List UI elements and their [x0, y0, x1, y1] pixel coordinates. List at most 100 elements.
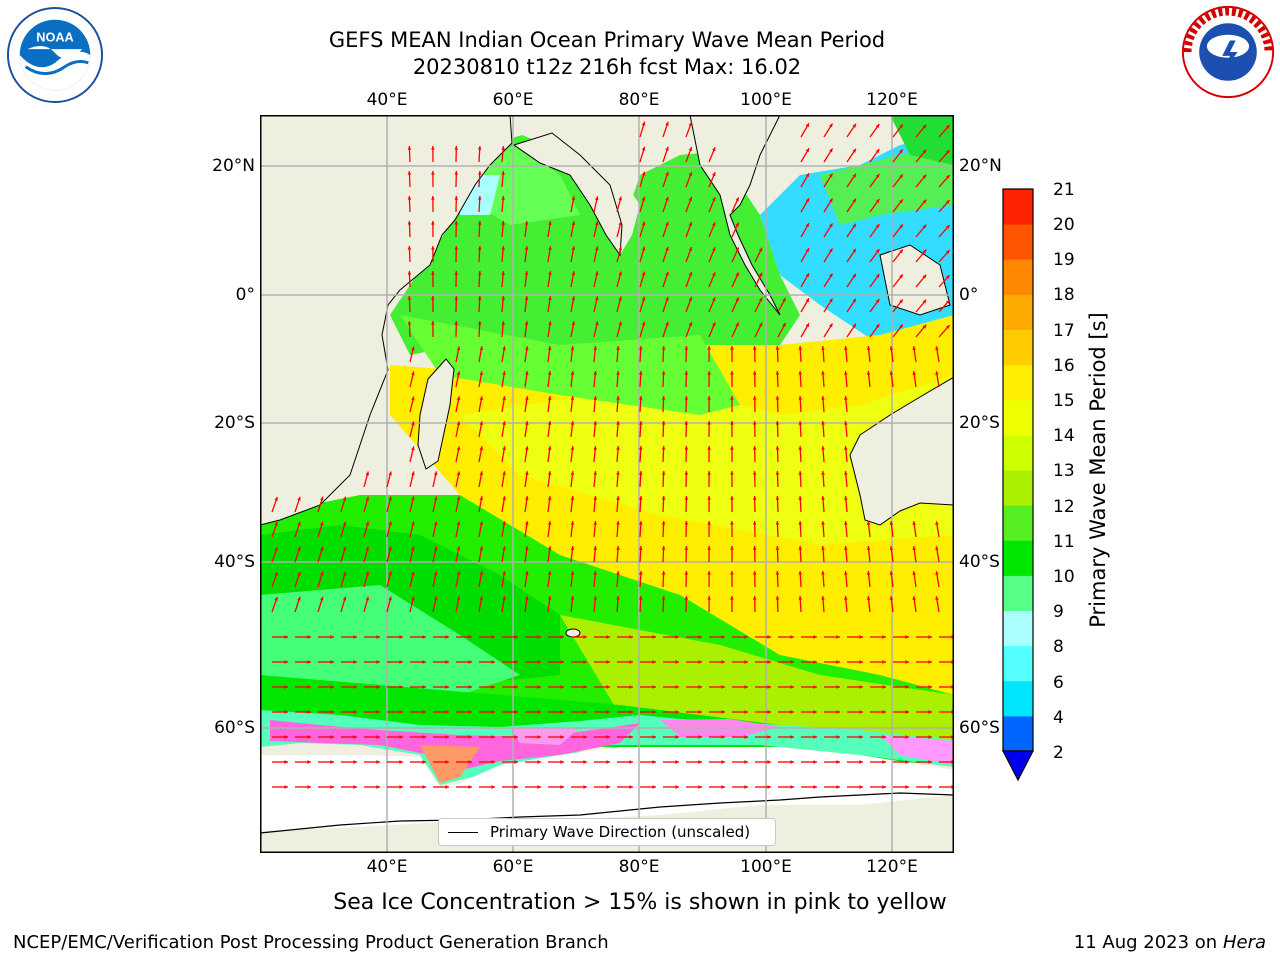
wave-arrow-head: [376, 760, 380, 764]
wave-arrow-head: [593, 421, 598, 425]
wave-arrow-head: [744, 735, 748, 739]
wave-arrow-head: [491, 785, 495, 789]
wave-arrow-head: [320, 546, 324, 551]
noaa-logo: NOAA: [6, 6, 104, 104]
wave-arrow-head: [829, 148, 833, 153]
wave-arrow-head: [735, 197, 739, 202]
wave-arrow-head: [274, 571, 278, 576]
wave-arrow-head: [859, 710, 863, 714]
wave-arrow-head: [606, 685, 610, 689]
wave-arrow-head: [399, 785, 403, 789]
colorbar-frame: [1002, 188, 1034, 752]
wave-arrow-head: [618, 296, 622, 301]
wave-arrow-head: [629, 760, 633, 764]
wave-arrow-head: [411, 471, 415, 476]
wave-arrow-head: [945, 200, 950, 204]
wave-arrow-head: [836, 685, 840, 689]
wave-arrow-head: [468, 760, 472, 764]
wave-arrow-head: [456, 371, 461, 376]
wave-arrow-head: [844, 371, 848, 375]
wave-arrow-head: [889, 546, 894, 550]
wave-arrow-head: [502, 421, 506, 426]
lon-tick-bottom: 80°E: [618, 857, 660, 877]
colorbar-tick: 6: [1053, 673, 1064, 693]
colorbar-band: [1003, 540, 1033, 576]
wave-arrow-head: [775, 446, 780, 450]
wave-arrow-head: [652, 685, 656, 689]
wave-arrow-head: [468, 735, 472, 739]
wave-arrow-head: [514, 660, 518, 664]
wave-arrow-head: [758, 322, 763, 327]
wave-arrow-head: [514, 635, 518, 639]
lat-tick-right: 20°S: [959, 413, 1000, 433]
wave-arrow-head: [790, 760, 794, 764]
wave-arrow-head: [593, 546, 598, 550]
wave-arrow-head: [514, 685, 518, 689]
wave-arrow-head: [735, 297, 739, 302]
lon-tick-bottom: 40°E: [366, 857, 408, 877]
wave-arrow-head: [433, 596, 438, 601]
wave-arrow-head: [675, 710, 679, 714]
colorbar-tick: 15: [1053, 391, 1075, 411]
colorbar-tick: 13: [1053, 461, 1075, 481]
wave-arrow-head: [712, 147, 716, 152]
wave-arrow-head: [431, 196, 435, 200]
wave-arrow-head: [618, 246, 622, 251]
wave-arrow-head: [935, 571, 939, 576]
wave-arrow-head: [767, 685, 771, 689]
wave-arrow-head: [945, 275, 950, 279]
lon-tick-bottom: 100°E: [740, 857, 792, 877]
wave-arrow-head: [767, 735, 771, 739]
wave-arrow-head: [307, 660, 311, 664]
wave-arrow-head: [730, 521, 734, 525]
wave-arrow-head: [712, 247, 716, 252]
wave-arrow-head: [882, 635, 886, 639]
wave-arrow-head: [583, 710, 587, 714]
wave-arrow-head: [593, 596, 598, 600]
wave-arrow-head: [707, 596, 711, 600]
wave-direction-arrows: [271, 121, 954, 789]
wave-arrow-head: [616, 546, 620, 550]
wave-arrow-head: [638, 396, 643, 400]
wave-arrow-head: [688, 247, 693, 251]
wave-arrow-head: [844, 596, 848, 600]
wave-arrow-head: [688, 147, 693, 151]
wave-arrow-head: [524, 271, 529, 275]
wave-arrow-head: [616, 421, 620, 425]
wave-arrow-head: [752, 496, 757, 500]
wave-arrow-head: [479, 471, 484, 476]
wave-arrow-head: [813, 735, 817, 739]
wave-arrow-head: [829, 323, 833, 328]
wave-arrow-head: [721, 635, 725, 639]
colorbar-tick: 19: [1053, 250, 1075, 270]
wave-arrow-head: [548, 221, 552, 226]
wave-arrow-head: [606, 660, 610, 664]
wave-arrow-head: [330, 760, 334, 764]
wave-arrow-head: [859, 760, 863, 764]
wave-arrow-head: [501, 146, 505, 150]
wave-arrow-head: [606, 760, 610, 764]
wave-arrow-head: [616, 471, 620, 475]
wave-arrow-head: [525, 446, 529, 450]
wave-arrow-head: [675, 635, 679, 639]
wave-arrow-head: [775, 471, 780, 475]
wave-arrow-head: [661, 446, 666, 450]
wave-arrow-head: [537, 760, 541, 764]
wave-arrow-head: [477, 296, 482, 300]
wave-arrow-head: [445, 760, 449, 764]
wave-arrow-head: [775, 421, 780, 425]
wave-arrow-head: [882, 710, 886, 714]
wave-arrow-head: [798, 596, 803, 600]
wave-arrow-head: [899, 224, 903, 229]
graticule: [260, 115, 954, 853]
colorbar-tick: 8: [1053, 637, 1064, 657]
wave-arrow-head: [583, 760, 587, 764]
wave-arrow-head: [899, 124, 903, 129]
colorbar-band: [1003, 224, 1033, 260]
wave-arrow-head: [767, 635, 771, 639]
wave-arrow-head: [638, 596, 643, 600]
wave-arrow-head: [899, 174, 903, 179]
wave-arrow-head: [852, 248, 856, 253]
wave-arrow-head: [456, 471, 461, 476]
wave-arrow-head: [388, 546, 392, 551]
